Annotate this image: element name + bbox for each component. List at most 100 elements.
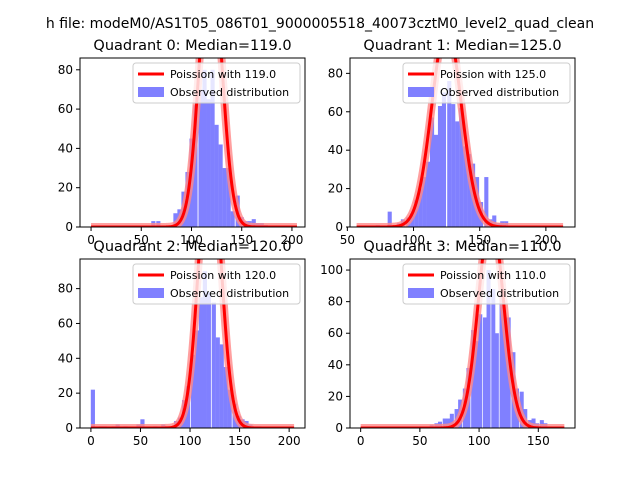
plot-frame: [349, 258, 576, 429]
histogram-bar: [223, 367, 228, 428]
y-tick-label: 60: [328, 105, 343, 119]
x-tick-label: 150: [527, 434, 550, 448]
x-tick-label: 50: [133, 434, 148, 448]
histogram-bar: [494, 333, 499, 428]
histogram-bar: [474, 341, 479, 428]
y-tick-label: 20: [328, 182, 343, 196]
quadrant-0-chart: 0 50 100 150 200 0 20 40 60 80 Quadrant 0: Median=…: [58, 38, 306, 247]
legend: Poission with 125.0 Observed distribution: [402, 62, 571, 104]
x-tick-label: 150: [228, 434, 251, 448]
x-tick-label: 100: [468, 434, 491, 448]
y-tick-label: 80: [328, 295, 343, 309]
y-tick-label: 40: [58, 141, 73, 155]
histogram-bar: [437, 106, 443, 227]
plot-frame: [79, 258, 306, 429]
histogram-bar: [211, 302, 216, 428]
legend-box: [402, 263, 571, 305]
legend-entry: Poission with 125.0: [440, 68, 546, 81]
legend-entry: Poission with 119.0: [170, 68, 276, 81]
legend-bar-swatch: [408, 87, 434, 97]
y-tick-label: 0: [65, 421, 73, 435]
y-tick-label: 40: [58, 351, 73, 365]
x-tick-label: 0: [357, 434, 365, 448]
y-tick-label: 20: [58, 386, 73, 400]
histogram-bar: [219, 344, 224, 428]
x-tick-label: 150: [468, 233, 491, 247]
poisson-curve: [360, 259, 565, 428]
histogram-bar: [214, 124, 219, 227]
histogram-bar: [467, 154, 472, 227]
histogram-bar: [491, 289, 496, 428]
legend: Poission with 119.0 Observed distribution: [132, 62, 301, 104]
x-tick-label: 200: [280, 233, 303, 247]
histogram-bar: [206, 99, 211, 227]
histogram-bar: [451, 104, 456, 227]
histogram-bar: [459, 107, 464, 227]
y-tick-label: 20: [328, 389, 343, 403]
histogram-bar: [482, 317, 488, 428]
x-tick-label: 100: [402, 233, 425, 247]
y-tick-label: 80: [58, 63, 73, 77]
x-tick-label: 100: [179, 434, 202, 448]
histogram-bar: [503, 317, 508, 428]
y-tick-label: 0: [335, 220, 343, 234]
histogram-bar: [387, 211, 392, 227]
histogram-bar: [499, 293, 504, 428]
figure-title: h file: modeM0/AS1T05_086T01_9000005518_…: [46, 16, 594, 32]
y-tick-label: 60: [328, 326, 343, 340]
legend-bar-swatch: [138, 87, 164, 97]
histogram-bar: [193, 105, 198, 227]
y-tick-label: 40: [328, 358, 343, 372]
legend-box: [402, 62, 571, 104]
histogram-bar: [426, 161, 431, 227]
y-tick-label: 80: [328, 66, 343, 80]
histogram-bar: [484, 177, 489, 227]
y-tick-label: 0: [335, 421, 343, 435]
legend-entry: Observed distribution: [170, 86, 289, 99]
histogram-bar: [463, 146, 468, 227]
x-tick-label: 200: [534, 233, 557, 247]
x-tick-label: 150: [230, 233, 253, 247]
x-tick-label: 50: [412, 434, 427, 448]
histogram-bar: [194, 330, 200, 428]
y-tick-label: 0: [65, 220, 73, 234]
x-tick-label: 0: [87, 233, 95, 247]
histogram-bar: [173, 213, 178, 227]
y-tick-label: 40: [328, 143, 343, 157]
histogram-bar: [190, 354, 196, 428]
histogram-bar: [226, 168, 231, 227]
histogram-bar: [441, 92, 447, 227]
poisson-curve: [90, 58, 298, 227]
chart-title: Quadrant 1: Median=125.0: [363, 38, 561, 54]
histogram-bar: [433, 134, 439, 227]
histogram-bar: [215, 337, 220, 428]
quadrant-2-chart: 0 50 100 150 200 0 20 40 60 80 Quadrant 2: Median=…: [58, 239, 306, 448]
x-tick-label: 200: [278, 434, 301, 448]
chart-title: Quadrant 0: Median=119.0: [93, 38, 291, 54]
plot-frame: [79, 57, 306, 228]
histogram-bar: [140, 419, 145, 428]
histogram-bar: [430, 117, 435, 227]
x-tick-label: 50: [134, 233, 149, 247]
x-tick-label: 0: [87, 434, 95, 448]
poisson-curve-group: [357, 259, 568, 428]
chart-title: Quadrant 2: Median=120.0: [93, 239, 291, 255]
histogram-bar: [478, 314, 483, 428]
legend-bar-swatch: [138, 288, 164, 298]
legend-entry: Poission with 120.0: [170, 269, 276, 282]
histogram-bar: [455, 121, 460, 227]
legend: Poission with 110.0 Observed distribution: [402, 263, 571, 305]
y-tick-label: 20: [58, 181, 73, 195]
histogram-bar: [90, 389, 95, 428]
histogram-bar: [202, 271, 207, 428]
histogram-bar: [442, 418, 447, 428]
histogram-bar: [531, 418, 536, 428]
histogram-bar: [218, 144, 223, 227]
histogram-bar: [422, 177, 427, 227]
quadrant-3-chart: 0 50 100 150 0 20 40 60 80 100 Quadrant 3: Median=…: [320, 239, 576, 448]
y-tick-label: 100: [320, 263, 343, 277]
y-tick-label: 60: [58, 316, 73, 330]
y-tick-label: 60: [58, 102, 73, 116]
histogram-bar: [206, 292, 211, 428]
